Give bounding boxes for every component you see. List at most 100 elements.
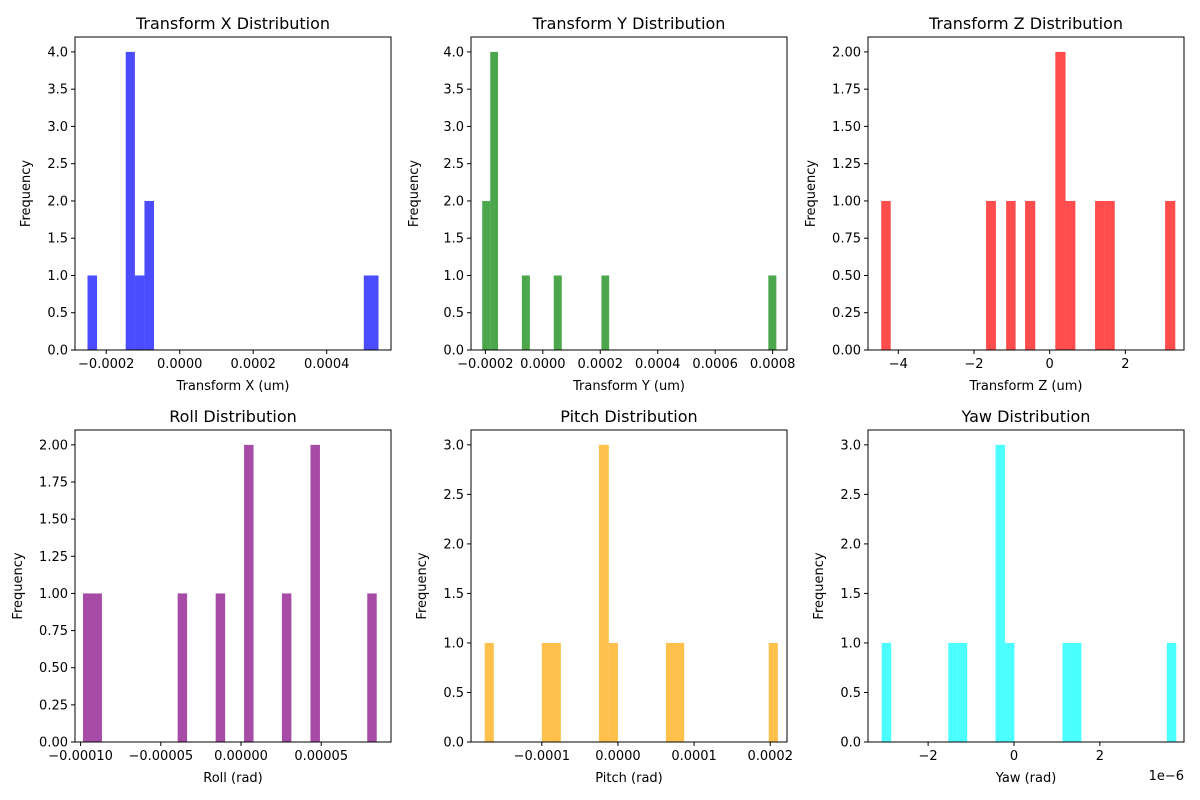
- x-tick-label: 0.0001: [671, 749, 717, 764]
- x-tick-label: 0: [1010, 749, 1018, 764]
- chart-title: Roll Distribution: [169, 407, 297, 426]
- axes-frame: [470, 429, 788, 743]
- histogram-bar: [177, 593, 188, 742]
- chart-title: Transform Y Distribution: [532, 14, 726, 33]
- histogram-bar: [1065, 200, 1076, 350]
- y-tick-label: 4.0: [443, 45, 464, 60]
- histogram-bar: [1004, 642, 1015, 742]
- histogram-bar: [83, 593, 93, 742]
- chart-title: Pitch Distribution: [560, 407, 697, 426]
- x-tick-label: 0.0000: [520, 357, 566, 372]
- y-axis-label: Frequency: [804, 160, 819, 227]
- axes-frame: [74, 429, 392, 743]
- x-tick-label: 0: [1046, 357, 1054, 372]
- histogram-bar: [1095, 200, 1105, 350]
- histogram-bar: [768, 275, 777, 350]
- x-axis-label: Roll (rad): [203, 771, 262, 786]
- histogram-bar: [665, 642, 676, 742]
- y-axis-label: Frequency: [812, 552, 827, 619]
- histogram-bar: [215, 593, 226, 742]
- histogram-bar: [521, 275, 530, 350]
- y-tick-label: 0.0: [443, 344, 464, 359]
- x-tick-label: 0.0004: [304, 357, 350, 372]
- chart-title: Transform X Distribution: [135, 14, 330, 33]
- y-tick-label: 1.5: [840, 587, 861, 602]
- x-tick-label: 0.0002: [230, 357, 276, 372]
- histogram-bar: [1071, 642, 1082, 742]
- x-tick-label: −2: [964, 357, 983, 372]
- x-tick-label: 2: [1121, 357, 1129, 372]
- histogram-bar: [1165, 200, 1176, 350]
- histogram-panel: −4 −2 0 2 0.00 0.25 0.50 0.75 1.00 1.25 1.50 1.75 2.…: [804, 14, 1185, 394]
- y-tick-label: 1.0: [443, 269, 464, 284]
- histogram-bar: [553, 275, 562, 350]
- y-tick-label: 1.00: [39, 587, 68, 602]
- y-tick-label: 1.5: [443, 232, 464, 247]
- y-tick-label: 1.75: [39, 476, 68, 491]
- x-tick-label: 0.0004: [635, 357, 681, 372]
- histogram-bar: [125, 51, 135, 351]
- y-tick-label: 1.0: [443, 636, 464, 651]
- y-tick-label: 3.0: [47, 120, 68, 135]
- x-tick-label: 0.0002: [747, 749, 793, 764]
- y-tick-label: 3.0: [840, 438, 861, 453]
- y-tick-label: 0.50: [832, 269, 861, 284]
- y-tick-label: 1.5: [443, 587, 464, 602]
- axes-frame: [867, 36, 1185, 351]
- x-tick-label: −0.00005: [128, 749, 193, 764]
- y-tick-label: 0.5: [443, 306, 464, 321]
- y-tick-label: 0.75: [832, 232, 861, 247]
- y-tick-label: 2.00: [39, 438, 68, 453]
- y-tick-label: 4.0: [47, 45, 68, 60]
- chart-title: Yaw Distribution: [961, 407, 1091, 426]
- y-tick-label: 1.5: [47, 232, 68, 247]
- y-tick-label: 1.25: [832, 157, 861, 172]
- y-tick-label: 1.50: [39, 513, 68, 528]
- y-tick-label: 0.50: [39, 661, 68, 676]
- y-tick-label: 0.00: [832, 344, 861, 359]
- histogram-bar: [281, 593, 292, 742]
- histogram-bar: [1062, 642, 1072, 742]
- histogram-bar: [541, 642, 551, 742]
- histogram-bar: [768, 642, 778, 742]
- y-tick-label: 0.25: [832, 306, 861, 321]
- y-axis-label: Frequency: [407, 160, 422, 227]
- histogram-bar: [1055, 51, 1066, 351]
- histogram-bar: [608, 642, 618, 742]
- histogram-bar: [310, 444, 320, 742]
- y-tick-label: 3.0: [443, 120, 464, 135]
- histogram-bar: [550, 642, 561, 742]
- y-tick-label: 1.0: [47, 269, 68, 284]
- x-tick-label: −0.0002: [78, 357, 134, 372]
- x-tick-label: 0.0008: [750, 357, 796, 372]
- histogram-bar: [1006, 200, 1016, 350]
- y-tick-label: 0.5: [840, 686, 861, 701]
- y-tick-label: 0.0: [443, 736, 464, 751]
- y-tick-label: 1.25: [39, 550, 68, 565]
- histogram-bar: [948, 642, 958, 742]
- x-tick-label: −4: [889, 357, 908, 372]
- histogram-bar: [244, 444, 254, 742]
- y-axis-label: Frequency: [11, 552, 26, 619]
- x-tick-label: 0.0006: [692, 357, 738, 372]
- x-tick-label: 0.00000: [214, 749, 268, 764]
- histogram-bar: [957, 642, 968, 742]
- x-axis-label: Pitch (rad): [595, 771, 663, 786]
- x-axis-label: Yaw (rad): [995, 771, 1057, 786]
- y-axis-label: Frequency: [19, 160, 34, 227]
- y-tick-label: 3.5: [443, 83, 464, 98]
- histogram-bar: [675, 642, 685, 742]
- y-tick-label: 2.0: [47, 194, 68, 209]
- histogram-panel: −0.0002 0.0000 0.0002 0.0004 0.0006 0.0008 0.0…: [407, 14, 795, 394]
- histogram-bar: [881, 200, 891, 350]
- histogram-bar: [144, 200, 154, 350]
- x-axis-label: Transform Z (um): [969, 379, 1083, 394]
- histogram-bar: [482, 200, 491, 350]
- x-tick-label: 0.0000: [595, 749, 641, 764]
- y-tick-label: 3.5: [47, 83, 68, 98]
- histogram-bar: [92, 593, 102, 742]
- y-tick-label: 1.75: [832, 83, 861, 98]
- histogram-panel: −2 0 2 0.0 0.5 1.0 1.5 2.0 2.5 3.0 Yaw Distributio…: [812, 407, 1185, 786]
- y-tick-label: 2.0: [443, 194, 464, 209]
